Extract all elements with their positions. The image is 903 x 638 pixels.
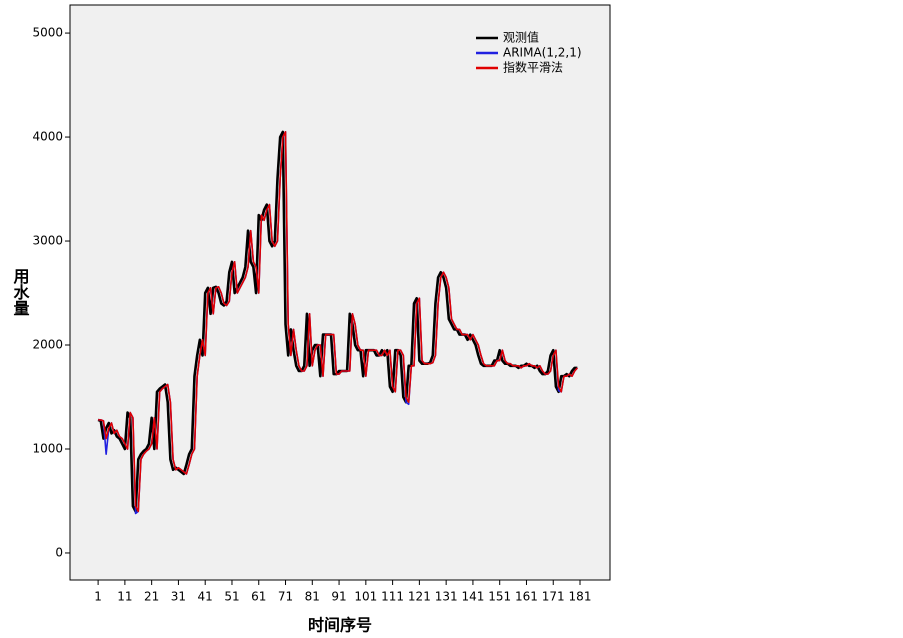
series-line: [97, 130, 578, 513]
x-tick-label: 171: [542, 590, 565, 604]
x-tick-label: 91: [331, 590, 346, 604]
x-tick-label: 31: [171, 590, 186, 604]
x-tick-label: 121: [408, 590, 431, 604]
y-axis-title: 用水量: [11, 268, 30, 316]
x-tick-label: 21: [144, 590, 159, 604]
x-tick-label: 161: [515, 590, 538, 604]
x-tick-label: 11: [117, 590, 132, 604]
y-tick-label: 0: [55, 545, 63, 559]
x-tick-label: 1: [94, 590, 102, 604]
legend-label: 观测值: [503, 30, 539, 45]
y-tick-label: 5000: [32, 26, 63, 40]
x-axis-title: 时间序号: [308, 616, 372, 635]
y-tick-label: 1000: [32, 441, 63, 455]
plot-area: [69, 4, 611, 581]
legend-label: 指数平滑法: [503, 60, 563, 75]
x-tick-label: 61: [251, 590, 266, 604]
series-line: [98, 131, 578, 513]
x-tick-label: 131: [435, 590, 458, 604]
legend-label: ARIMA(1,2,1): [503, 46, 582, 60]
y-tick-label: 4000: [32, 130, 63, 144]
x-tick-label: 51: [224, 590, 239, 604]
x-tick-label: 101: [354, 590, 377, 604]
x-tick-label: 71: [278, 590, 293, 604]
x-tick-label: 41: [198, 590, 213, 604]
x-tick-label: 151: [488, 590, 511, 604]
x-tick-label: 141: [461, 590, 484, 604]
y-tick-label: 3000: [32, 234, 63, 248]
y-tick-label: 2000: [32, 338, 63, 352]
x-tick-label: 181: [569, 590, 592, 604]
x-tick-label: 111: [381, 590, 404, 604]
x-tick-label: 81: [305, 590, 320, 604]
